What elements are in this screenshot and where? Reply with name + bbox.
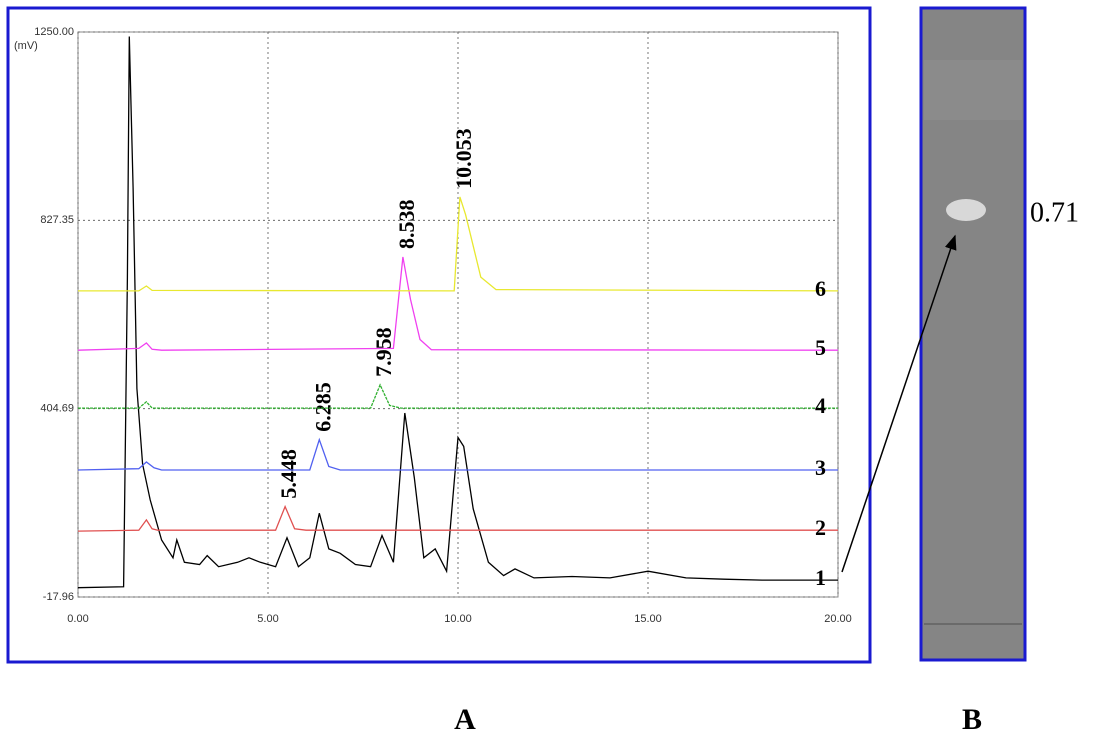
x-tick-label: 15.00 [634,613,662,625]
x-tick-label: 5.00 [257,613,278,625]
panel-a-frame [8,8,870,662]
y-axis-label: (mV) [14,40,38,52]
y-tick-label: -17.96 [43,591,74,603]
series-label: 4 [815,393,826,418]
figure: (mV) 0.71 A B -17.96 404.69 827.35 1250.00 0… [0,0,1107,744]
panel-label: B [962,703,982,736]
plate-shade [924,60,1022,120]
x-tick-label: 0.00 [67,613,88,625]
y-tick-label: 1250.00 [34,26,74,38]
series-label: 6 [815,276,826,301]
peak-label: 6.285 [310,382,335,432]
series-label: 3 [815,455,826,480]
peak-label: 7.958 [371,327,396,377]
series-label: 1 [815,565,826,590]
y-tick-label: 827.35 [40,214,74,226]
series-label: 5 [815,335,826,360]
rf-label: 0.71 [1030,197,1079,228]
peak-label: 5.448 [276,449,301,499]
y-tick-label: 404.69 [40,403,74,415]
series-label: 2 [815,515,826,540]
tlc-spot [946,199,986,221]
x-tick-label: 10.00 [444,613,472,625]
peak-label: 10.053 [451,128,476,189]
page: {"chart_data": {"type": "line", "y_label… [0,0,1107,744]
panel-label: A [454,703,476,736]
x-tick-label: 20.00 [824,613,852,625]
peak-label: 8.538 [394,200,419,250]
